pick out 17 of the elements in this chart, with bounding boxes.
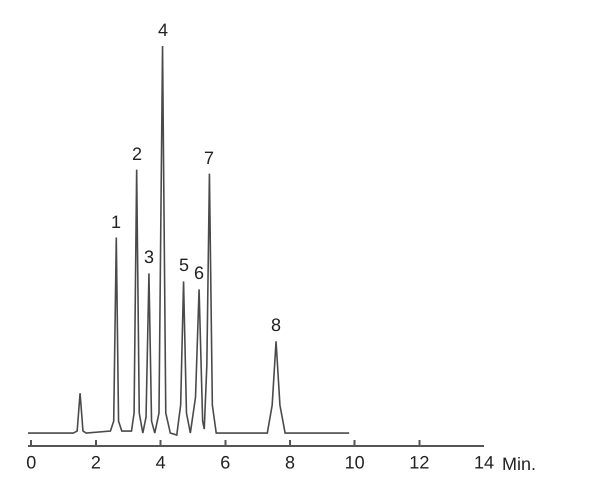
x-tick-label: 0 (26, 452, 36, 473)
annotation: 1 (111, 212, 122, 232)
x-tick-label: 2 (90, 452, 101, 473)
x-tick-label: 6 (220, 452, 230, 473)
annotation: 5 (179, 255, 190, 275)
x-tick-label: 12 (409, 452, 430, 473)
annotation: 7 (204, 148, 214, 168)
annotation: 3 (144, 247, 154, 267)
x-tick-label: 8 (284, 452, 295, 473)
annotation: 6 (194, 263, 204, 283)
x-axis-title: Min. (502, 454, 536, 474)
annotation: 4 (158, 20, 168, 40)
annotation: 2 (132, 144, 142, 164)
x-tick-label: 4 (156, 452, 166, 473)
x-tick-label: 10 (344, 452, 365, 473)
annotation: 8 (271, 315, 282, 335)
x-tick-label: 14 (474, 452, 494, 473)
